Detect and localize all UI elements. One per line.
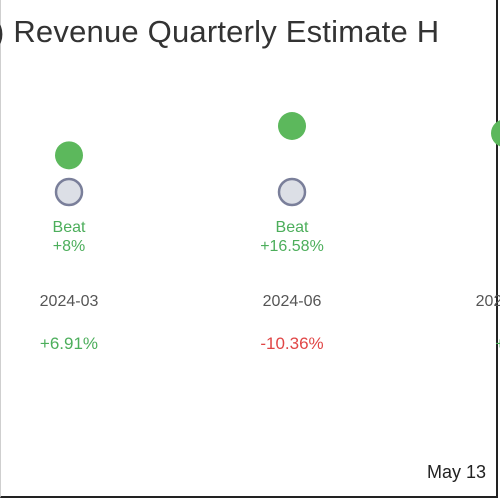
period-label: 2024-03 [40, 293, 99, 310]
footer-date: May 13 [427, 462, 487, 482]
surprise-percent-label: +16.58% [260, 238, 324, 255]
yoy-change-label: -10.36% [260, 334, 323, 353]
actual-point [55, 141, 83, 170]
yoy-change-label: +2 [495, 334, 500, 353]
yoy-change-label: +6.91% [40, 334, 98, 353]
actual-point [491, 120, 500, 147]
chart-title: ) Revenue Quarterly Estimate H [0, 14, 440, 49]
surprise-percent-label: +8% [53, 238, 85, 255]
actual-point [278, 112, 306, 140]
period-label: 2024-06 [263, 293, 322, 310]
period-label: 2024-09 [476, 293, 500, 310]
surprise-result-label: Beat [276, 219, 309, 236]
estimate-point [277, 177, 307, 207]
estimate-point [54, 177, 84, 207]
surprise-result-label: Beat [53, 219, 86, 236]
